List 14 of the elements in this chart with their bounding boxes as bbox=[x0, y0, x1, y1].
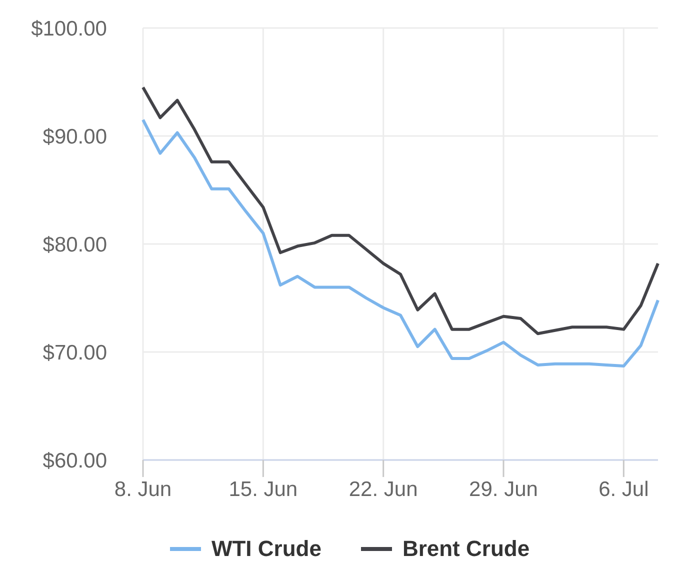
x-tick-label: 22. Jun bbox=[348, 478, 418, 501]
x-tick-label: 15. Jun bbox=[228, 478, 298, 501]
y-tick-label: $90.00 bbox=[42, 125, 107, 148]
x-tick-label: 8. Jun bbox=[114, 478, 172, 501]
y-tick-label: $60.00 bbox=[42, 449, 107, 472]
y-tick-label: $70.00 bbox=[42, 341, 107, 364]
y-tick-label: $100.00 bbox=[31, 17, 107, 40]
line-series bbox=[142, 118, 660, 368]
line-series bbox=[142, 86, 660, 336]
legend-label: Brent Crude bbox=[402, 535, 530, 563]
legend-label: WTI Crude bbox=[211, 535, 322, 563]
x-tick-label: 6. Jul bbox=[598, 478, 649, 501]
y-tick-label: $80.00 bbox=[42, 233, 107, 256]
x-tick-label: 29. Jun bbox=[469, 478, 538, 501]
